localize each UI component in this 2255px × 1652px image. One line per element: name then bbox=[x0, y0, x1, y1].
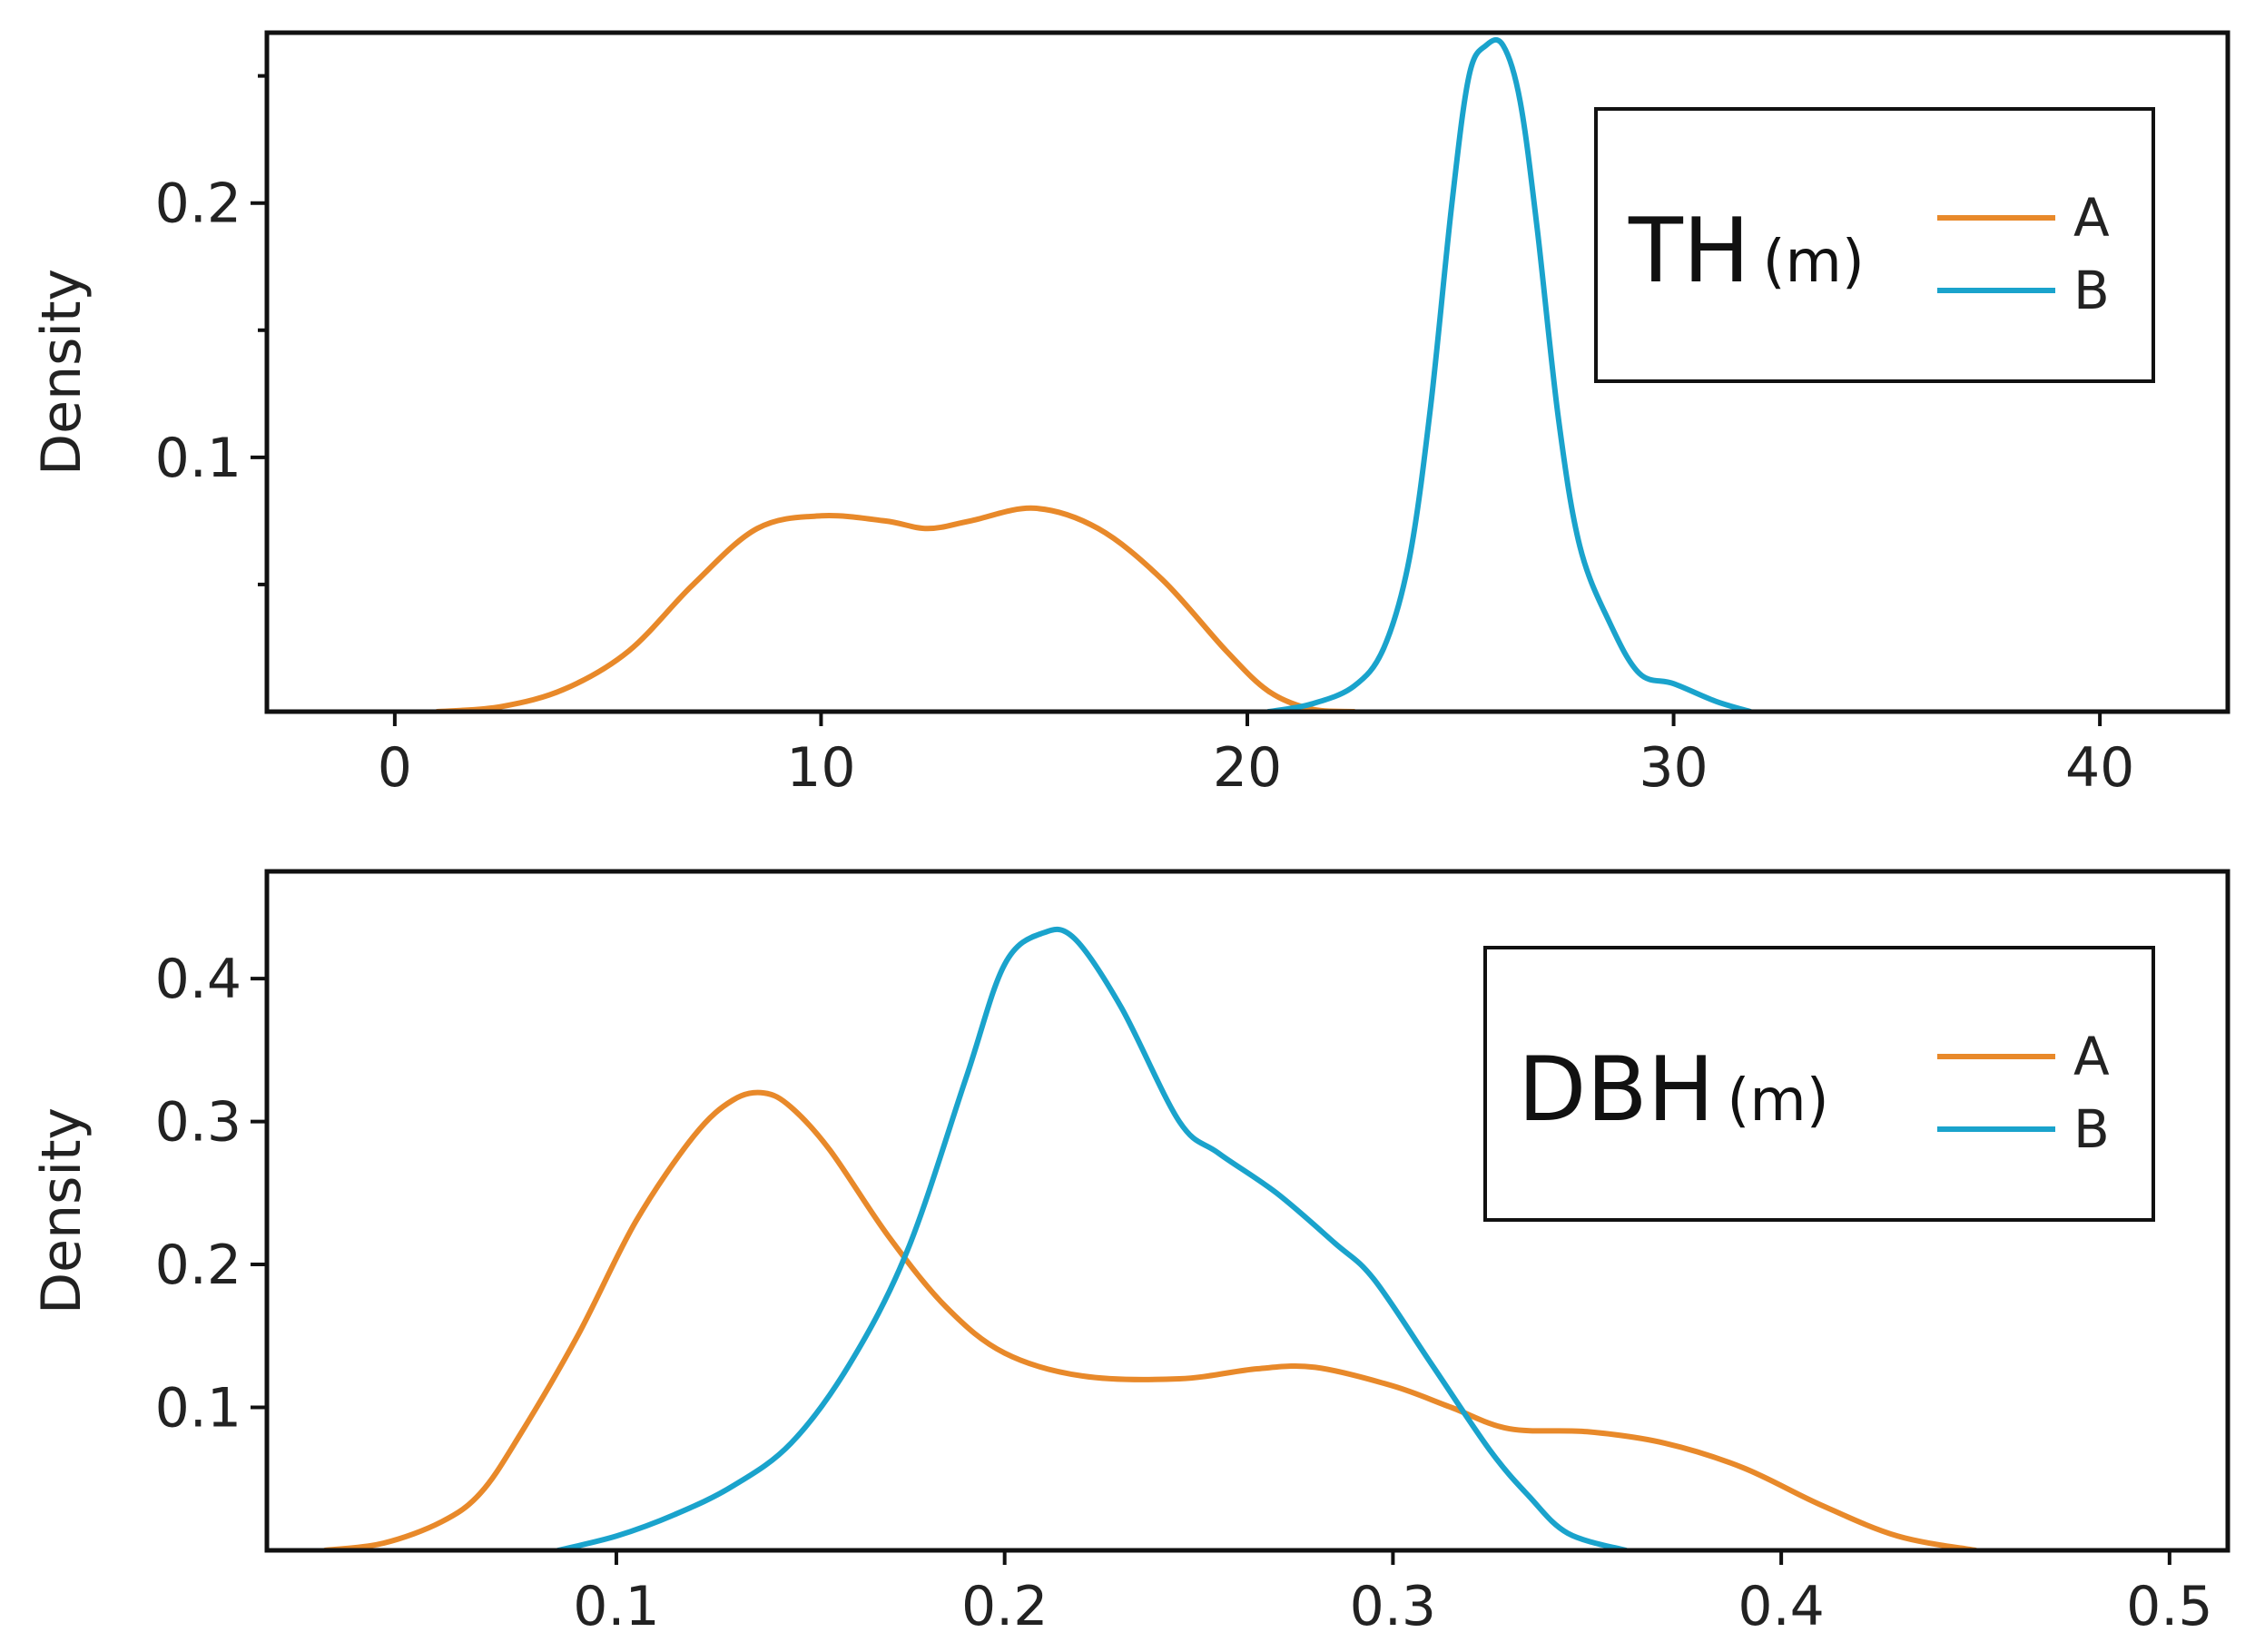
dbh-legend-label-a: A bbox=[2073, 1026, 2110, 1087]
dbh-legend-title: DBH (m) bbox=[1518, 1038, 1829, 1142]
dbh-legend-label-b: B bbox=[2073, 1098, 2110, 1160]
th-series-a-line bbox=[434, 505, 1357, 712]
dbh-series-b-line bbox=[555, 926, 1629, 1550]
dbh-legend: DBH (m) A B bbox=[1483, 946, 2155, 1222]
th-legend-label-a: A bbox=[2073, 187, 2110, 249]
th-legend: TH (m) A B bbox=[1594, 107, 2155, 383]
th-y-tick-label: 0.1 bbox=[155, 427, 241, 490]
th-x-tick-label: 0 bbox=[378, 736, 412, 800]
dbh-legend-box bbox=[1483, 946, 2155, 1222]
th-x-tick-label: 10 bbox=[786, 736, 855, 800]
th-y-axis-label: Density bbox=[30, 269, 94, 476]
dbh-y-tick-label: 0.2 bbox=[155, 1234, 241, 1297]
dbh-legend-variable: DBH bbox=[1518, 1038, 1714, 1142]
dbh-x-tick-label: 0.4 bbox=[1738, 1575, 1824, 1638]
dbh-x-tick-label: 0.5 bbox=[2126, 1575, 2212, 1638]
dbh-density-panel: 0.1 0.2 0.3 0.4 0.5 0.1 0.2 0.3 0.4 Density DBH(… bbox=[30, 869, 2230, 1638]
dbh-legend-unit: (m) bbox=[1727, 1067, 1828, 1135]
dbh-series-a-line bbox=[322, 1089, 1978, 1550]
th-legend-box bbox=[1594, 107, 2155, 383]
th-series-b-line bbox=[1265, 36, 1754, 712]
th-x-tick-label: 40 bbox=[2065, 736, 2134, 800]
th-x-tick-label: 20 bbox=[1213, 736, 1282, 800]
dbh-series-layer bbox=[322, 926, 1978, 1550]
dbh-x-tick-label: 0.1 bbox=[573, 1575, 659, 1638]
th-series-layer bbox=[434, 36, 1754, 712]
dbh-y-tick-label: 0.4 bbox=[155, 948, 241, 1011]
dbh-x-tick-label: 0.3 bbox=[1350, 1575, 1436, 1638]
th-legend-variable: TH bbox=[1628, 200, 1750, 303]
dbh-x-tick-label: 0.2 bbox=[961, 1575, 1048, 1638]
dbh-plot-frame bbox=[264, 869, 2230, 1553]
th-legend-title: TH (m) bbox=[1628, 200, 1865, 303]
dbh-ticks-layer: 0.1 0.2 0.3 0.4 0.5 0.1 0.2 0.3 0.4 bbox=[155, 948, 2213, 1638]
th-y-tick-label: 0.2 bbox=[155, 172, 241, 236]
dbh-y-tick-label: 0.1 bbox=[155, 1377, 241, 1441]
th-legend-unit: (m) bbox=[1763, 229, 1865, 296]
dbh-y-axis-label: Density bbox=[30, 1107, 94, 1314]
dbh-y-tick-label: 0.3 bbox=[155, 1091, 241, 1155]
th-ticks-layer: 0 10 20 30 40 0.1 0.2 bbox=[155, 74, 2134, 800]
th-legend-label-b: B bbox=[2073, 260, 2110, 321]
th-x-tick-label: 30 bbox=[1639, 736, 1708, 800]
th-density-panel: 0 10 20 30 40 0.1 0.2 Density TH (m) A B bbox=[30, 30, 2230, 800]
